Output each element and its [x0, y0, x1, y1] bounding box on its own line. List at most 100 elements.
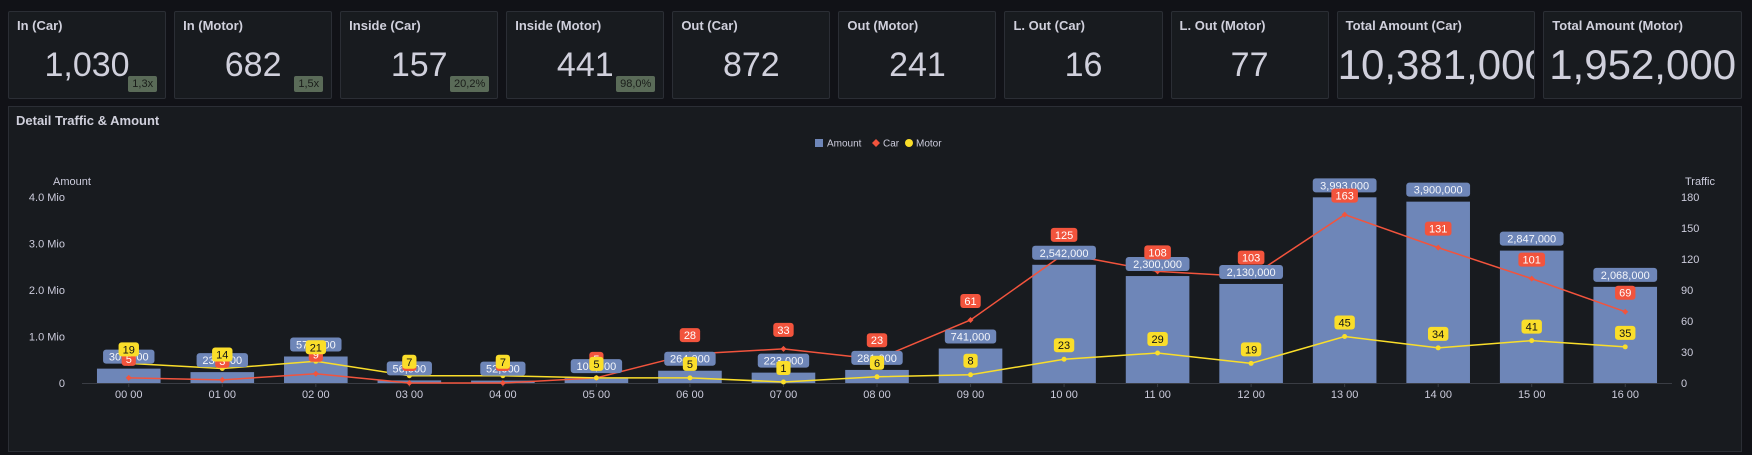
motor-data-label: 29: [1151, 334, 1163, 346]
stat-lost-out-motor[interactable]: L. Out (Motor) 77: [1170, 11, 1329, 99]
y-right-tick-label: 60: [1681, 316, 1693, 328]
motor-data-label: 5: [593, 359, 599, 371]
car-data-label: 9: [313, 350, 319, 362]
x-tick-label: 10 00: [1050, 389, 1078, 401]
motor-data-label: 45: [1339, 318, 1351, 330]
amount-data-label-bg: [944, 329, 997, 344]
stat-value: 77: [1230, 46, 1269, 84]
motor-point: [1155, 350, 1161, 356]
motor-point: [1529, 338, 1535, 344]
stat-lost-out-car[interactable]: L. Out (Car) 16: [1004, 11, 1163, 99]
amount-bar: [1499, 250, 1564, 383]
motor-data-label-bg: [402, 354, 417, 369]
motor-point: [1435, 345, 1441, 351]
y-right-tick-label: 0: [1681, 378, 1687, 390]
car-point: [780, 345, 787, 352]
stat-total-amount-motor[interactable]: Total Amount (Motor) 1,952,000: [1543, 11, 1742, 99]
x-tick-label: 06 00: [676, 389, 704, 401]
stat-title: Inside (Motor): [515, 18, 602, 33]
stat-out-car[interactable]: Out (Car) 872: [672, 11, 831, 99]
motor-data-label-bg: [305, 340, 327, 355]
motor-point: [1061, 356, 1067, 362]
stat-value: 1,030: [44, 46, 130, 84]
car-point: [1435, 244, 1442, 251]
x-tick-label: 13 00: [1331, 389, 1359, 401]
car-data-label-bg: [1144, 245, 1171, 260]
amount-bar: [751, 372, 816, 383]
stat-value: 1,952,000: [1549, 41, 1737, 88]
car-data-label-bg: [1615, 285, 1636, 300]
car-point: [499, 380, 506, 386]
motor-data-label: 21: [310, 342, 322, 354]
motor-data-label-bg: [1521, 319, 1542, 334]
amount-data-label: 2,300,000: [1133, 259, 1182, 271]
stat-in-motor[interactable]: In (Motor) 682 1,5x: [174, 11, 333, 99]
stat-badge: 1,5x: [294, 76, 324, 92]
motor-data-label-bg: [589, 356, 604, 371]
x-tick-label: 15 00: [1518, 389, 1546, 401]
stat-value: 10,381,000: [1337, 41, 1536, 88]
motor-data-label: 6: [874, 358, 880, 370]
car-data-label-bg: [1331, 188, 1358, 203]
legend-motor-label: Motor: [916, 139, 942, 150]
stat-badge: 1,3x: [128, 76, 158, 92]
stat-title: Total Amount (Motor): [1552, 18, 1683, 33]
motor-data-label-bg: [776, 360, 791, 375]
motor-point: [1622, 344, 1628, 350]
car-data-label: 125: [1055, 230, 1073, 242]
motor-data-label: 14: [216, 350, 228, 362]
amount-data-label: 741,000: [951, 332, 991, 344]
car-data-label-bg: [773, 322, 794, 337]
y-axis-right-title: Traffic: [1685, 176, 1715, 188]
motor-point: [593, 375, 599, 381]
y-right-tick-label: 180: [1681, 192, 1699, 204]
traffic-amount-panel: Detail Traffic & Amount Amount Traffic 0 1.…: [8, 106, 1742, 452]
stat-inside-motor[interactable]: Inside (Motor) 441 98,0%: [506, 11, 665, 99]
motor-data-label: 41: [1526, 322, 1538, 334]
x-tick-label: 01 00: [209, 389, 237, 401]
stat-value: 441: [556, 46, 614, 84]
stat-badge: 98,0%: [616, 76, 656, 92]
motor-data-label: 23: [1058, 340, 1070, 352]
car-data-label-bg: [679, 328, 701, 343]
stat-out-motor[interactable]: Out (Motor) 241: [838, 11, 997, 99]
car-point: [967, 316, 974, 323]
y-right-tick-label: 150: [1681, 223, 1699, 235]
motor-data-label-bg: [1615, 325, 1636, 340]
x-tick-label: 12 00: [1237, 389, 1265, 401]
car-point: [125, 374, 132, 381]
stat-inside-car[interactable]: Inside (Car) 157 20,2%: [340, 11, 499, 99]
motor-point: [1342, 334, 1348, 339]
motor-point: [1248, 360, 1254, 366]
x-tick-label: 03 00: [396, 389, 424, 401]
stat-in-car[interactable]: In (Car) 1,030 1,3x: [8, 11, 167, 99]
x-tick-label: 07 00: [770, 389, 798, 401]
stat-total-amount-car[interactable]: Total Amount (Car) 10,381,000: [1336, 11, 1536, 99]
amount-data-label: 2,542,000: [1040, 248, 1089, 260]
traffic-amount-chart: Amount Traffic 0 1.0 Mio 2.0 Mio 3.0 Mio 4.0 M…: [29, 139, 1716, 402]
motor-data-label-bg: [963, 353, 978, 368]
amount-data-label-bg: [1312, 178, 1377, 193]
motor-point: [780, 379, 786, 385]
x-tick-label: 09 00: [957, 389, 985, 401]
x-tick-label: 05 00: [583, 389, 611, 401]
x-tick-label: 02 00: [302, 389, 330, 401]
amount-data-label-bg: [1406, 182, 1471, 197]
x-tick-label: 08 00: [863, 389, 891, 401]
x-tick-label: 04 00: [489, 389, 517, 401]
amount-data-label: 2,130,000: [1227, 267, 1276, 279]
motor-data-label-bg: [1147, 332, 1168, 347]
car-data-label-bg: [1518, 252, 1546, 267]
car-data-label-bg: [960, 293, 981, 308]
y-right-tick-label: 90: [1681, 285, 1693, 297]
x-tick-label: 11 00: [1144, 389, 1171, 401]
amount-data-label-bg: [1125, 257, 1190, 272]
stat-title: Total Amount (Car): [1345, 18, 1462, 33]
car-data-label-bg: [1237, 250, 1265, 265]
legend-car-label: Car: [883, 139, 900, 150]
car-data-label: 69: [1619, 288, 1631, 300]
y-axis-left-title: Amount: [53, 176, 91, 188]
car-point: [1341, 211, 1348, 218]
motor-data-label: 7: [500, 357, 506, 369]
y-right-tick-label: 120: [1681, 254, 1699, 266]
